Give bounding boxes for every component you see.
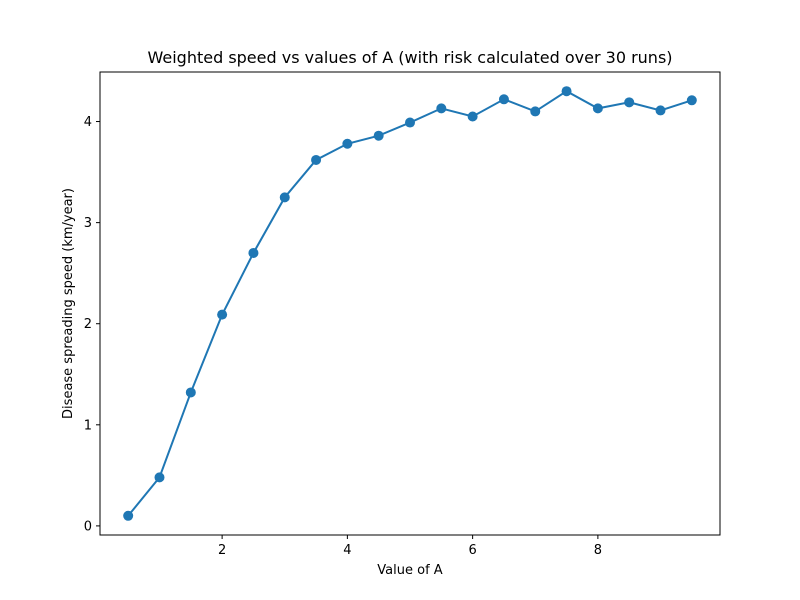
y-tick-label: 0 [84, 519, 92, 534]
y-tick-label: 3 [84, 216, 92, 231]
data-point [592, 103, 603, 114]
y-axis-label: Disease spreading speed (km/year) [61, 188, 76, 419]
x-axis: 2 4 6 8 [218, 535, 602, 558]
data-point [311, 154, 322, 165]
data-point [686, 95, 697, 106]
plot-area [123, 86, 697, 521]
data-point [342, 138, 353, 149]
data-point [530, 106, 541, 117]
data-point [279, 192, 290, 203]
axes-frame [99, 71, 721, 536]
data-point [217, 309, 228, 320]
y-tick-label: 2 [84, 317, 92, 332]
data-point [498, 94, 509, 105]
x-axis-label: Value of A [377, 563, 442, 578]
data-point [467, 111, 478, 122]
x-tick-label: 6 [468, 543, 476, 558]
x-tick-label: 8 [594, 543, 602, 558]
data-point [655, 105, 666, 116]
y-tick-label: 1 [84, 418, 92, 433]
data-point [561, 86, 572, 97]
data-point [624, 97, 635, 108]
y-axis: 0 1 2 3 4 [84, 115, 100, 534]
x-tick-label: 4 [343, 543, 351, 558]
data-point [248, 247, 259, 258]
data-point [373, 130, 384, 141]
data-point [154, 472, 165, 483]
y-tick-label: 4 [84, 115, 92, 130]
data-point [405, 117, 415, 128]
x-tick-label: 2 [218, 543, 226, 558]
data-point [185, 387, 196, 398]
chart-title: Weighted speed vs values of A (with risk… [147, 48, 672, 67]
data-point [436, 103, 447, 114]
data-point [123, 510, 134, 521]
